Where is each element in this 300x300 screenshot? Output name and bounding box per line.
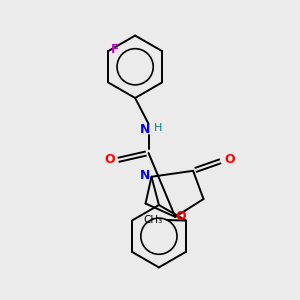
Text: O: O [224,153,235,166]
Text: H: H [154,123,162,133]
Text: N: N [140,123,150,136]
Text: O: O [104,153,115,166]
Text: N: N [140,169,150,182]
Text: CH₃: CH₃ [144,215,163,225]
Text: F: F [111,43,119,56]
Text: O: O [175,210,186,223]
